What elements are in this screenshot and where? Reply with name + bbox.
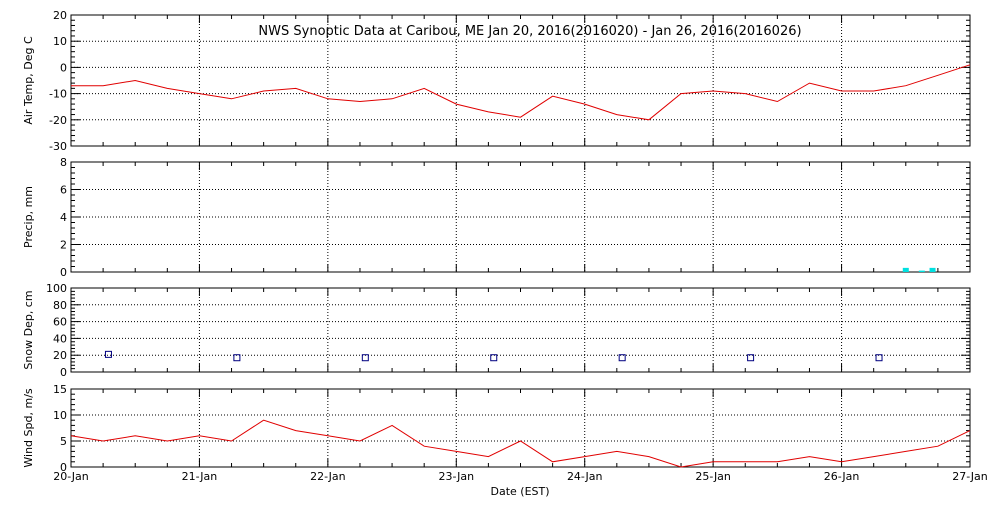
x-axis-title: Date (EST) (490, 485, 549, 498)
y-tick-label: 0 (60, 266, 67, 279)
snow-depth-point (747, 354, 755, 362)
y-axis-title: Wind Spd, m/s (22, 388, 35, 468)
y-tick-label: 8 (60, 156, 67, 169)
y-tick-label: 20 (53, 349, 67, 362)
panel-air-temp: -30 -20 -10 0 10 20 Air Temp, Deg C (22, 9, 971, 153)
precip-bar (902, 267, 909, 272)
y-tick-label: 4 (60, 211, 67, 224)
snow-depth-point (233, 354, 241, 362)
y-axis-title: Precip, mm (22, 186, 35, 248)
snow-depth-point (875, 354, 883, 362)
y-tick-label: 2 (60, 239, 67, 252)
y-tick-label: 60 (53, 316, 67, 329)
snow-depth-point (618, 354, 626, 362)
panel-frame (70, 287, 971, 373)
x-tick-label: 20-Jan (53, 470, 89, 483)
y-tick-label: 10 (53, 35, 67, 48)
x-tick-label: 21-Jan (182, 470, 218, 483)
y-tick-label: -30 (49, 140, 67, 153)
y-tick-label: 15 (53, 383, 67, 396)
y-tick-label: 80 (53, 299, 67, 312)
wind-speed-line (70, 419, 971, 468)
y-tick-label: -10 (49, 88, 67, 101)
y-tick-label: 5 (60, 435, 67, 448)
y-tick-label: 0 (60, 461, 67, 474)
x-tick-label: 25-Jan (695, 470, 731, 483)
x-tick-label: 26-Jan (824, 470, 860, 483)
x-tick-label: 27-Jan (952, 470, 988, 483)
panels-layer: -30 -20 -10 0 10 20 Air Temp, Deg C 0 2 4 6 8 Precip… (22, 9, 988, 483)
y-tick-label: 10 (53, 409, 67, 422)
y-tick-label: 0 (60, 366, 67, 379)
y-tick-label: -20 (49, 114, 67, 127)
y-tick-label: 0 (60, 61, 67, 74)
snow-depth-point (490, 354, 498, 362)
y-tick-label: 20 (53, 9, 67, 22)
panel-snow-depth: 0 20 40 60 80 100 Snow Dep, cm (22, 282, 971, 379)
panel-frame (70, 388, 971, 468)
snow-depth-point (104, 350, 112, 358)
x-tick-label: 24-Jan (567, 470, 603, 483)
precip-bar (929, 267, 936, 272)
y-axis-title: Snow Dep, cm (22, 290, 35, 369)
air-temp-line (71, 64, 971, 121)
x-tick-label: 22-Jan (310, 470, 346, 483)
chart-title: NWS Synoptic Data at Caribou, ME Jan 20,… (258, 24, 801, 39)
y-tick-label: 40 (53, 332, 67, 345)
y-tick-label: 6 (60, 184, 67, 197)
panel-wind-speed: 0 5 10 15 Wind Spd, m/s 20-Jan 21-Jan 22-Jan 23-… (22, 383, 988, 483)
panel-frame (70, 161, 971, 273)
y-axis-title: Air Temp, Deg C (22, 36, 35, 125)
precip-bar (918, 270, 925, 272)
y-tick-label: 100 (46, 282, 67, 295)
snow-depth-point (361, 354, 369, 362)
panel-precip: 0 2 4 6 8 Precip, mm (22, 156, 971, 279)
x-tick-label: 23-Jan (439, 470, 475, 483)
